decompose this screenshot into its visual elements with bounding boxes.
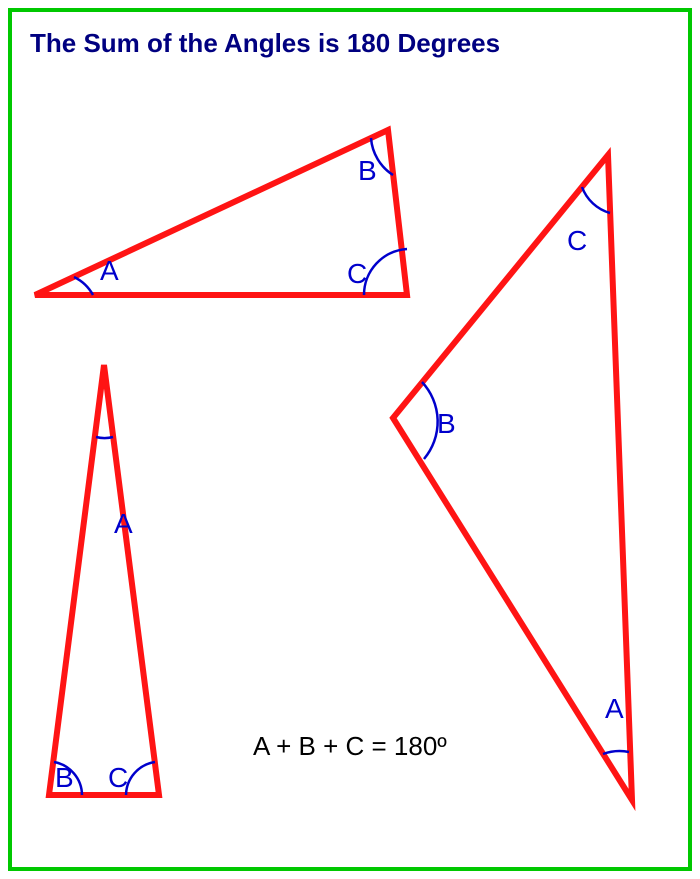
triangle-3-label-b: B	[437, 408, 456, 440]
triangle-3-arc-a	[603, 751, 629, 754]
triangle-3-label-c: C	[567, 225, 587, 257]
triangle-3-label-a: A	[605, 693, 624, 725]
equation-text: A + B + C = 180º	[253, 731, 447, 762]
triangle-3-shape	[393, 155, 632, 800]
triangle-3	[0, 0, 700, 830]
triangle-3-arc-c	[582, 187, 610, 213]
triangle-3-arc-b	[422, 382, 438, 459]
